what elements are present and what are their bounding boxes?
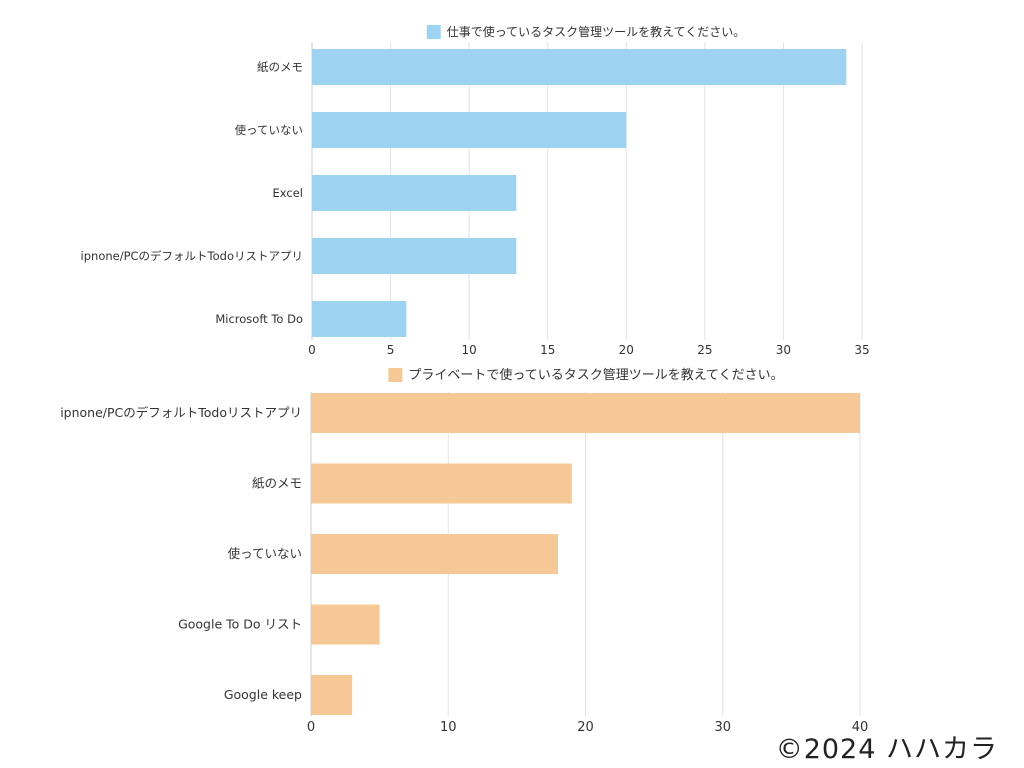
category-label: ipnone/PCのデフォルトTodoリストアプリ — [60, 405, 302, 420]
category-label: Google keep — [224, 687, 302, 702]
bar — [312, 49, 847, 85]
bar — [312, 175, 517, 211]
x-tick-label: 10 — [462, 343, 477, 357]
x-tick-label: 15 — [540, 343, 555, 357]
x-tick-label: 30 — [714, 720, 731, 735]
x-tick-label: 25 — [697, 343, 712, 357]
category-label: Google To Do リスト — [178, 617, 302, 632]
x-tick-label: 35 — [854, 343, 869, 357]
bar — [311, 675, 353, 715]
x-tick-label: 40 — [852, 720, 869, 735]
category-label: ipnone/PCのデフォルトTodoリストアプリ — [81, 249, 303, 263]
category-label: Excel — [273, 186, 303, 200]
legend-swatch — [388, 368, 403, 382]
legend: プライベートで使っているタスク管理ツールを教えてください。 — [388, 367, 784, 383]
bar — [312, 112, 627, 148]
x-tick-label: 30 — [776, 343, 791, 357]
bar — [311, 393, 860, 433]
category-label: 紙のメモ — [252, 476, 302, 491]
legend-swatch — [426, 25, 441, 39]
x-tick-label: 0 — [308, 343, 316, 357]
bar — [311, 604, 380, 645]
category-label: 紙のメモ — [257, 60, 303, 74]
bar — [312, 238, 517, 274]
bar — [311, 463, 572, 504]
legend: 仕事で使っているタスク管理ツールを教えてください。 — [426, 24, 745, 39]
category-label: Microsoft To Do — [215, 312, 303, 326]
legend-label: プライベートで使っているタスク管理ツールを教えてください。 — [408, 367, 783, 383]
x-tick-label: 10 — [440, 720, 457, 735]
bar — [311, 534, 559, 574]
copyright-text: ©2024 ハハカラ — [775, 734, 998, 765]
category-label: 使っていない — [228, 546, 302, 561]
x-tick-label: 5 — [387, 343, 395, 357]
legend-label: 仕事で使っているタスク管理ツールを教えてください。 — [447, 24, 745, 39]
x-tick-label: 20 — [619, 343, 634, 357]
category-label: 使っていない — [235, 123, 303, 137]
bar — [312, 301, 407, 337]
x-tick-label: 20 — [577, 720, 594, 735]
x-tick-label: 0 — [307, 720, 315, 735]
